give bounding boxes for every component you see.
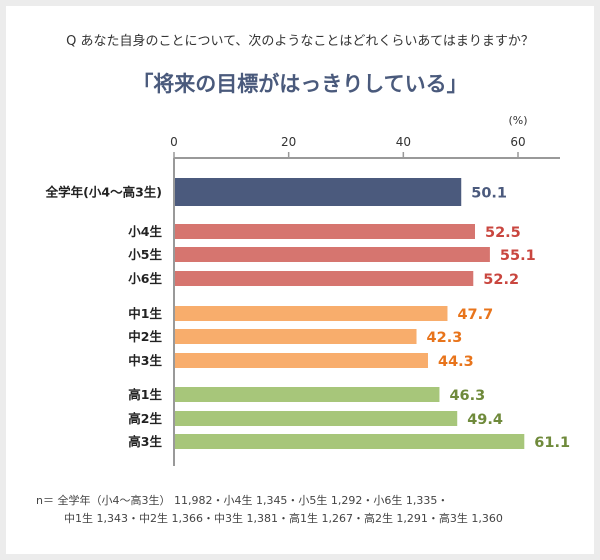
bar — [175, 178, 462, 206]
data-label: 55.1 — [500, 248, 536, 264]
unit-label: (%) — [508, 114, 527, 127]
bar — [175, 387, 440, 402]
note-line-2: 中1生 1,343・中2生 1,366・中3生 1,381・高1生 1,267・… — [64, 512, 503, 525]
category-label: 小4生 — [127, 224, 162, 239]
category-label: 中3生 — [128, 353, 162, 368]
x-tick-label: 40 — [396, 135, 411, 149]
question-text: Q あなた自身のことについて、次のようなことはどれくらいあてはまりますか？ — [66, 34, 534, 49]
data-label: 49.4 — [467, 412, 503, 428]
category-label: 小5生 — [127, 247, 162, 262]
bar — [175, 411, 458, 426]
data-label: 61.1 — [534, 435, 570, 451]
data-label: 47.7 — [457, 307, 493, 323]
bar — [175, 271, 474, 286]
bar — [175, 434, 525, 449]
data-label: 44.3 — [438, 354, 474, 370]
x-tick-label: 20 — [281, 135, 296, 149]
category-label: 中1生 — [128, 306, 162, 321]
category-label: 高3生 — [128, 434, 162, 449]
note-line-1: n＝ 全学年（小4〜高3生） 11,982・小4生 1,345・小5生 1,29… — [36, 494, 449, 507]
data-label: 52.5 — [485, 225, 521, 241]
sample-size-note: n＝ 全学年（小4〜高3生） 11,982・小4生 1,345・小5生 1,29… — [36, 492, 503, 528]
data-label: 52.2 — [483, 272, 519, 288]
x-tick-label: 0 — [170, 135, 178, 149]
x-tick-label: 60 — [510, 135, 525, 149]
data-label: 50.1 — [471, 186, 507, 202]
data-label: 46.3 — [449, 388, 485, 404]
bar — [175, 353, 428, 368]
bar — [175, 224, 475, 239]
bar — [175, 306, 448, 321]
chart-title: 「将来の目標がはっきりしている」 — [132, 72, 468, 96]
data-label: 42.3 — [427, 330, 463, 346]
category-label: 中2生 — [128, 329, 162, 344]
category-label: 高2生 — [128, 411, 162, 426]
bar — [175, 329, 417, 344]
bar — [175, 247, 490, 262]
category-label: 小6生 — [127, 271, 162, 286]
category-label: 全学年(小4〜高3生) — [45, 185, 162, 200]
category-label: 高1生 — [128, 387, 162, 402]
